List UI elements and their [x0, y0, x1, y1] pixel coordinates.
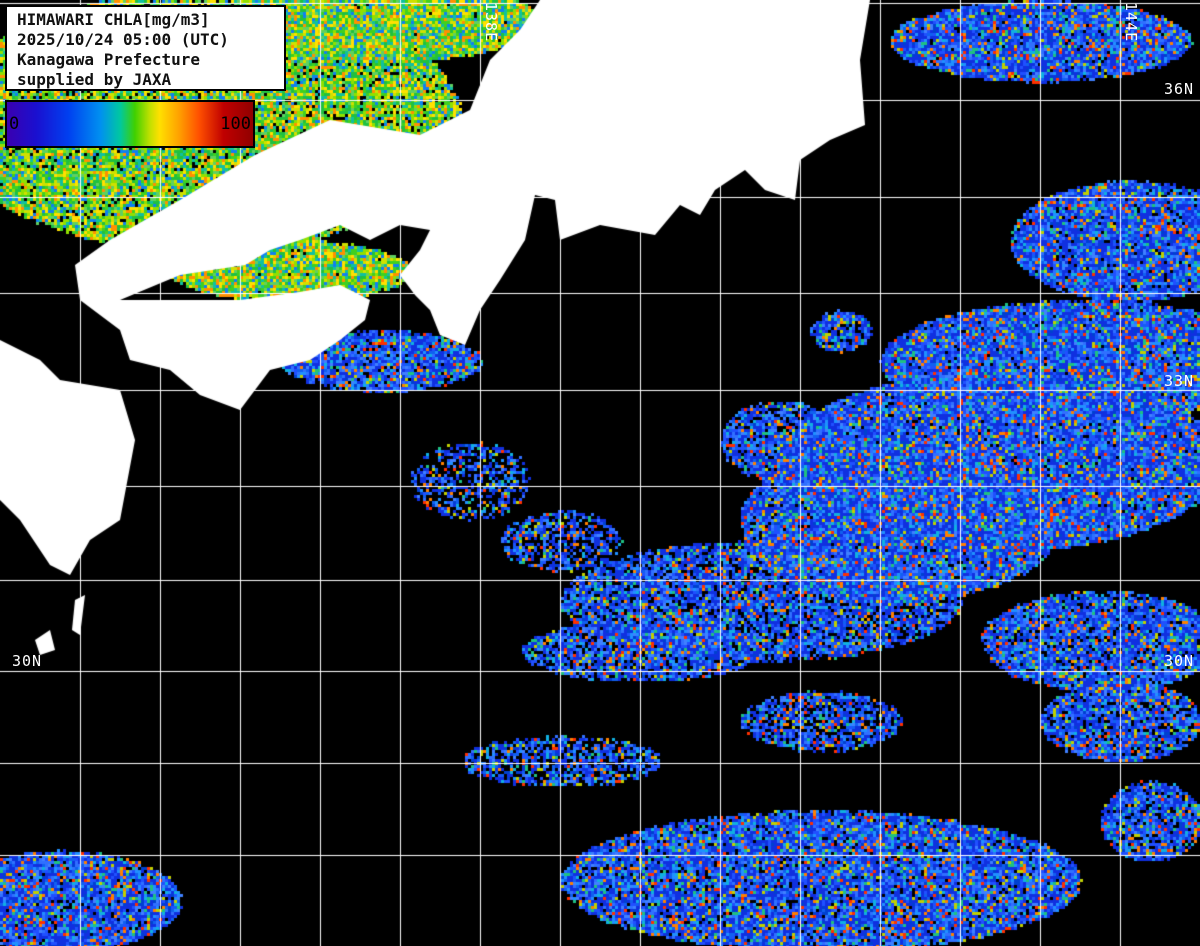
lon-label-144e: 144E: [1122, 2, 1140, 43]
colorbar-min-label: 0: [9, 114, 20, 134]
legend-title-box: HIMAWARI CHLA[mg/m3] 2025/10/24 05:00 (U…: [5, 5, 286, 91]
colorbar: 0 100: [5, 100, 255, 148]
lat-label-36n: 36N: [1164, 80, 1195, 98]
lon-label-138e: 138E: [482, 2, 500, 43]
map-title: HIMAWARI CHLA[mg/m3]: [17, 10, 210, 29]
lat-label-30n-left: 30N: [12, 652, 43, 670]
map-datetime: 2025/10/24 05:00 (UTC): [17, 30, 229, 49]
lat-label-30n-right: 30N: [1164, 652, 1195, 670]
colorbar-max-label: 100: [220, 114, 251, 134]
lat-label-33n: 33N: [1164, 372, 1195, 390]
map-region: Kanagawa Prefecture: [17, 50, 201, 69]
map-credit: supplied by JAXA: [17, 70, 172, 89]
